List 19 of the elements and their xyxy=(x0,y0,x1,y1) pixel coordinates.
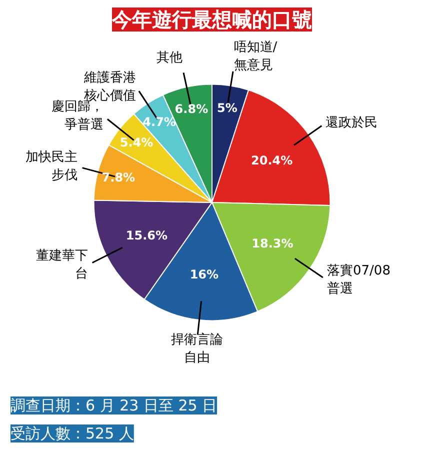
chart-title: 今年遊行最想喊的口號 xyxy=(111,8,312,32)
data-label: 7.8% xyxy=(102,170,136,184)
slice-label: 其他 xyxy=(156,50,182,66)
slice-label: 還政於民 xyxy=(326,115,378,130)
data-label: 15.6% xyxy=(126,228,168,242)
text: 調查日期：6 月 23 日至 25 日 xyxy=(10,396,218,414)
data-label: 5% xyxy=(216,100,238,115)
slice-label: 捍衛言論自由 xyxy=(171,332,224,366)
data-label: 20.4% xyxy=(251,154,293,168)
data-label: 4.7% xyxy=(142,115,176,130)
text: 受訪人數：525 人 xyxy=(10,424,134,442)
slice-label: 落實07/08普選 xyxy=(327,264,390,297)
slice-label: 董建華下台 xyxy=(36,248,88,282)
data-label: 16% xyxy=(190,267,219,282)
slice-label: 唔知道/無意見 xyxy=(234,40,278,74)
data-label: 18.3% xyxy=(252,236,294,250)
data-label: 5.4% xyxy=(120,135,154,150)
slice-label: 加快民主步伐 xyxy=(25,149,78,184)
data-label: 6.8% xyxy=(174,102,208,116)
